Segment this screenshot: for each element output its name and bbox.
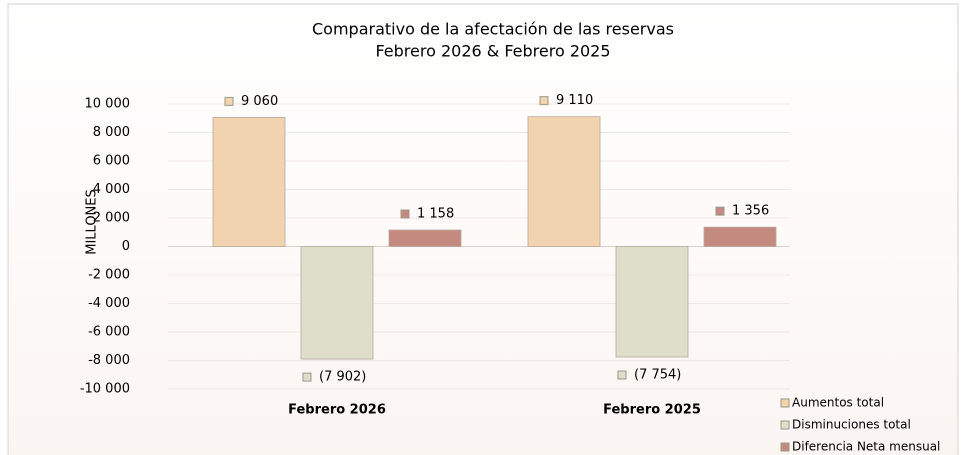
data-label: (7 902): [319, 370, 366, 385]
y-tick-label: 8 000: [93, 125, 130, 140]
chart-subtitle: Febrero 2026 & Febrero 2025: [375, 42, 610, 61]
legend-label: Aumentos total: [792, 396, 884, 410]
y-tick-label: -4 000: [88, 296, 130, 311]
legend-swatch: [780, 442, 790, 452]
label-marker: [617, 370, 627, 380]
y-tick-label: -10 000: [80, 382, 130, 397]
y-axis-label: MILLONES: [85, 189, 100, 255]
data-label: 9 060: [241, 94, 278, 109]
bar: [527, 116, 601, 247]
bar: [615, 246, 689, 358]
data-label: (7 754): [634, 367, 681, 382]
bar: [212, 116, 286, 247]
label-marker: [539, 96, 549, 106]
chart-title: Comparativo de la afectación de las rese…: [312, 20, 674, 39]
y-tick-label: 0: [122, 239, 130, 254]
x-tick-label: Febrero 2025: [603, 403, 701, 418]
legend-swatch: [780, 398, 790, 408]
legend-label: Disminuciones total: [792, 418, 911, 432]
bar: [703, 226, 777, 247]
legend-label: Diferencia Neta mensual: [792, 440, 940, 454]
y-tick-label: 10 000: [85, 97, 131, 112]
bar: [300, 246, 374, 360]
y-tick-label: -2 000: [88, 268, 130, 283]
label-marker: [715, 206, 725, 216]
y-tick-label: 4 000: [93, 182, 130, 197]
y-tick-label: 2 000: [93, 211, 130, 226]
chart-frame: [7, 3, 959, 455]
data-label: 1 356: [732, 204, 769, 219]
legend-swatch: [780, 420, 790, 430]
y-tick-label: 6 000: [93, 154, 130, 169]
label-marker: [400, 209, 410, 219]
x-tick-label: Febrero 2026: [288, 403, 386, 418]
data-label: 9 110: [556, 93, 593, 108]
data-label: 1 158: [417, 206, 454, 221]
y-tick-label: -8 000: [88, 353, 130, 368]
bar: [388, 229, 462, 247]
label-marker: [302, 372, 312, 382]
y-tick-label: -6 000: [88, 325, 130, 340]
label-marker: [224, 96, 234, 106]
